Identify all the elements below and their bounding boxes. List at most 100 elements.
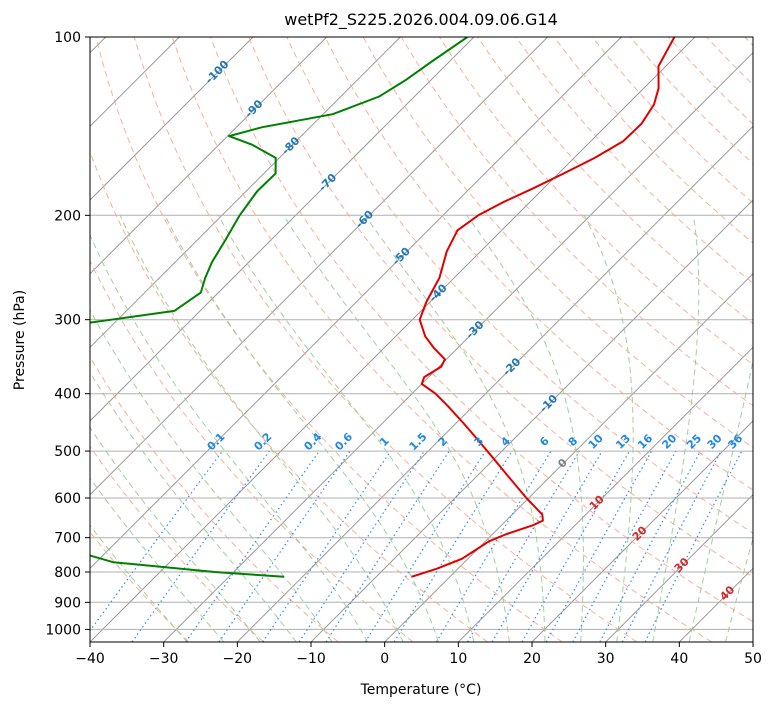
- mixing-ratio-line: [545, 450, 653, 642]
- chart-title: wetPf2_S225.2026.004.09.06.G14: [284, 10, 558, 30]
- moist-adiabat-line: [119, 215, 404, 642]
- isotherm-line: [90, 37, 328, 275]
- moist-adiabat-line: [90, 233, 369, 642]
- moist-adiabat-line: [652, 215, 700, 642]
- mixing-ratio-label: 10: [586, 431, 606, 451]
- mixing-ratio-line: [218, 450, 351, 642]
- mixing-ratio-line: [393, 450, 513, 642]
- y-axis-title: Pressure (hPa): [12, 290, 28, 390]
- mixing-ratio-line: [599, 450, 702, 642]
- mixing-ratio-label: 16: [635, 431, 655, 451]
- isotherm-label: -30: [463, 318, 486, 341]
- y-tick-label: 300: [54, 313, 81, 329]
- mixing-ratio-line: [262, 450, 392, 642]
- mixing-ratio-label: 30: [705, 431, 725, 451]
- x-tick-label: 0: [380, 651, 389, 667]
- y-tick-label: 200: [54, 208, 81, 224]
- dry-adiabat-line: [133, 37, 638, 642]
- isotherm-line: [752, 641, 753, 642]
- isotherm-line: [605, 493, 753, 642]
- mixing-ratio-label: 36: [725, 431, 745, 451]
- moist-adiabat-line: [364, 215, 546, 642]
- temperature-profile-line: [411, 37, 676, 578]
- mixing-ratio-line: [466, 450, 580, 642]
- mixing-ratio-label: 0.2: [251, 430, 274, 453]
- moist-adiabat-line: [283, 215, 510, 642]
- moist-adiabat-line: [583, 215, 634, 642]
- moist-adiabat-line: [217, 215, 475, 642]
- dry-adiabat-line: [90, 150, 488, 642]
- dry-adiabat-line: [90, 356, 339, 642]
- y-tick-label: 700: [54, 531, 81, 547]
- dry-adiabat-line: [668, 37, 753, 125]
- mixing-ratio-label: 0.6: [332, 430, 355, 453]
- isotherm-line: [90, 37, 549, 496]
- x-tick-label: 40: [670, 651, 688, 667]
- isotherm-label: -90: [242, 97, 265, 120]
- isotherm-line: [90, 37, 696, 642]
- dry-adiabat-line: [90, 531, 190, 642]
- mixing-ratio-line: [185, 450, 320, 642]
- mixing-ratio-line: [325, 450, 450, 642]
- moist-adiabat-line: [90, 524, 188, 642]
- mixing-ratio-label: 1.5: [407, 430, 430, 453]
- dry-adiabat-line: [248, 37, 753, 578]
- isotherm-label: -60: [353, 208, 376, 231]
- isotherm-line: [678, 567, 753, 642]
- dry-adiabat-line: [324, 37, 753, 491]
- isotherm-line: [90, 37, 622, 570]
- mixing-ratio-line: [298, 450, 425, 642]
- isotherm-line: [384, 272, 753, 642]
- mixing-ratio-line: [644, 450, 743, 642]
- isotherm-line: [90, 37, 475, 422]
- mixing-ratio-line: [90, 450, 223, 632]
- isotherm-line: [163, 51, 753, 642]
- y-tick-label: 400: [54, 387, 81, 403]
- mixing-ratio-line: [131, 450, 270, 642]
- mixing-ratio-label: 2: [436, 434, 451, 449]
- mixing-ratio-label: 6: [537, 434, 552, 449]
- x-tick-label: 50: [744, 651, 762, 667]
- y-tick-label: 100: [54, 30, 81, 46]
- isotherm-line: [531, 420, 753, 642]
- x-tick-label: 30: [597, 651, 615, 667]
- x-tick-label: 20: [523, 651, 541, 667]
- plot-frame: [89, 36, 754, 643]
- x-tick-label: −10: [296, 651, 326, 667]
- moist-adiabat-line: [90, 477, 225, 642]
- dry-adiabat-line: [286, 37, 753, 534]
- moist-adiabat-line: [725, 536, 753, 642]
- dry-adiabat-line: [438, 37, 753, 366]
- isotherm-line: [236, 125, 753, 642]
- moist-adiabat-line: [164, 215, 439, 642]
- moist-adiabat-line: [466, 215, 584, 642]
- isotherm-line: [90, 37, 401, 349]
- moist-adiabat-line: [688, 358, 753, 642]
- y-axis: 100 200 300 400 500 600 700 800 900 1000: [45, 30, 90, 638]
- dry-adiabat-line: [706, 37, 753, 86]
- x-axis: −40 −30 −20 −10 0 10 20 30 40 50: [75, 642, 762, 667]
- dry-adiabat-line: [515, 37, 753, 284]
- isotherm-line: [457, 346, 753, 642]
- moist-adiabat-line: [90, 371, 297, 642]
- mixing-ratio-line: [572, 450, 677, 642]
- x-tick-label: 10: [449, 651, 467, 667]
- dry-adiabat-line: [90, 445, 264, 642]
- dry-adiabat-line: [591, 37, 753, 204]
- dry-adiabat-line: [95, 37, 563, 642]
- mixing-ratio-label: 8: [566, 434, 581, 449]
- mixing-ratio-line: [364, 450, 486, 642]
- y-tick-label: 800: [54, 565, 81, 581]
- y-tick-label: 1000: [45, 622, 81, 638]
- y-tick-label: 600: [54, 491, 81, 507]
- moist-adiabat-line: [90, 308, 333, 642]
- isotherm-line: [90, 37, 254, 201]
- mixing-ratio-label: 20: [659, 431, 679, 451]
- dry-adiabat-line: [553, 37, 753, 244]
- x-tick-label: −20: [223, 651, 253, 667]
- moist-adiabat-line: [90, 426, 261, 642]
- x-tick-label: −30: [149, 651, 179, 667]
- dry-adiabat-line: [171, 37, 712, 642]
- dry-adiabat-line: [210, 37, 753, 623]
